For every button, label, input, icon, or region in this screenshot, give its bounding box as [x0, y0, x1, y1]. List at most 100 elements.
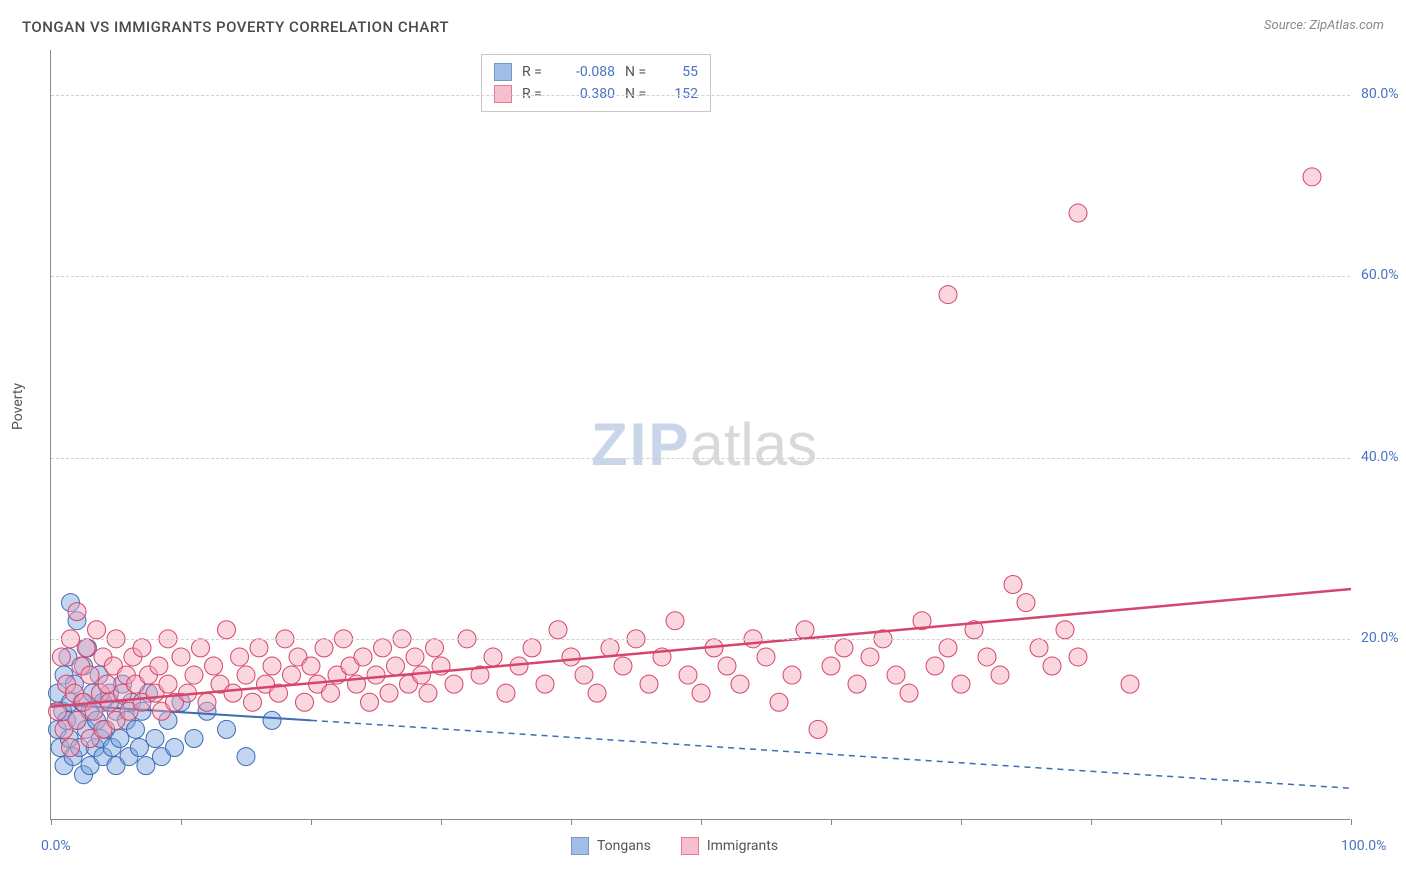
data-point — [588, 684, 606, 702]
data-point — [523, 639, 541, 657]
data-point — [1056, 621, 1074, 639]
data-point — [218, 621, 236, 639]
data-point — [198, 693, 216, 711]
data-point — [991, 666, 1009, 684]
data-point — [614, 657, 632, 675]
x-tick — [1091, 819, 1092, 825]
n-label: N = — [625, 64, 653, 80]
data-point — [302, 657, 320, 675]
data-point — [640, 675, 658, 693]
legend-row-tongans: R = -0.088 N = 55 — [494, 61, 698, 83]
gridline — [51, 458, 1350, 459]
data-point — [718, 657, 736, 675]
data-point — [413, 666, 431, 684]
data-point — [848, 675, 866, 693]
data-point — [679, 666, 697, 684]
legend-label-tongans: Tongans — [597, 838, 651, 854]
data-point — [497, 684, 515, 702]
x-tick-label: 0.0% — [41, 838, 71, 854]
data-point — [172, 648, 190, 666]
data-point — [692, 684, 710, 702]
data-point — [244, 693, 262, 711]
data-point — [127, 720, 145, 738]
data-point — [150, 657, 168, 675]
data-point — [380, 684, 398, 702]
data-point — [367, 666, 385, 684]
data-point — [185, 729, 203, 747]
data-point — [315, 639, 333, 657]
data-point — [361, 693, 379, 711]
data-point — [263, 657, 281, 675]
data-point — [224, 684, 242, 702]
data-point — [887, 666, 905, 684]
data-point — [1069, 648, 1087, 666]
x-tick — [1351, 819, 1352, 825]
data-point — [81, 666, 99, 684]
x-tick — [441, 819, 442, 825]
scatter-svg — [51, 50, 1351, 820]
data-point — [192, 639, 210, 657]
r-value-immigrants: 0.380 — [560, 86, 615, 102]
data-point — [1004, 575, 1022, 593]
data-point — [1017, 594, 1035, 612]
data-point — [601, 639, 619, 657]
data-point — [770, 693, 788, 711]
data-point — [783, 666, 801, 684]
data-point — [237, 666, 255, 684]
y-tick-label: 40.0% — [1361, 449, 1406, 465]
data-point — [166, 739, 184, 757]
data-point — [159, 675, 177, 693]
data-point — [575, 666, 593, 684]
chart-title: TONGAN VS IMMIGRANTS POVERTY CORRELATION… — [22, 18, 449, 36]
gridline — [51, 639, 1350, 640]
swatch-immigrants — [494, 85, 512, 103]
data-point — [1069, 204, 1087, 222]
x-tick — [701, 819, 702, 825]
data-point — [1030, 639, 1048, 657]
data-point — [205, 657, 223, 675]
data-point — [666, 612, 684, 630]
data-point — [796, 621, 814, 639]
r-label: R = — [522, 86, 550, 102]
legend-item-immigrants: Immigrants — [681, 837, 778, 855]
data-point — [218, 720, 236, 738]
data-point — [68, 711, 86, 729]
data-point — [562, 648, 580, 666]
data-point — [406, 648, 424, 666]
swatch-tongans — [494, 63, 512, 81]
correlation-legend: R = -0.088 N = 55 R = 0.380 N = 152 — [481, 54, 711, 112]
data-point — [822, 657, 840, 675]
data-point — [978, 648, 996, 666]
data-point — [939, 639, 957, 657]
data-point — [146, 729, 164, 747]
source-credit: Source: ZipAtlas.com — [1264, 18, 1384, 33]
data-point — [130, 739, 148, 757]
plot-area: ZIPatlas R = -0.088 N = 55 R = 0.380 N =… — [50, 50, 1350, 820]
data-point — [68, 603, 86, 621]
data-point — [296, 693, 314, 711]
y-tick-label: 60.0% — [1361, 267, 1406, 283]
data-point — [137, 757, 155, 775]
data-point — [731, 675, 749, 693]
data-point — [322, 684, 340, 702]
trend-line-extrapolated — [311, 720, 1351, 788]
data-point — [111, 729, 129, 747]
x-tick — [831, 819, 832, 825]
data-point — [426, 639, 444, 657]
data-point — [939, 286, 957, 304]
n-value-immigrants: 152 — [663, 86, 698, 102]
data-point — [419, 684, 437, 702]
legend-item-tongans: Tongans — [571, 837, 651, 855]
data-point — [1043, 657, 1061, 675]
x-tick — [181, 819, 182, 825]
data-point — [484, 648, 502, 666]
data-point — [354, 648, 372, 666]
data-point — [237, 748, 255, 766]
data-point — [231, 648, 249, 666]
data-point — [52, 648, 70, 666]
r-value-tongans: -0.088 — [560, 64, 615, 80]
y-tick-label: 20.0% — [1361, 630, 1406, 646]
data-point — [62, 739, 80, 757]
data-point — [536, 675, 554, 693]
data-point — [283, 666, 301, 684]
